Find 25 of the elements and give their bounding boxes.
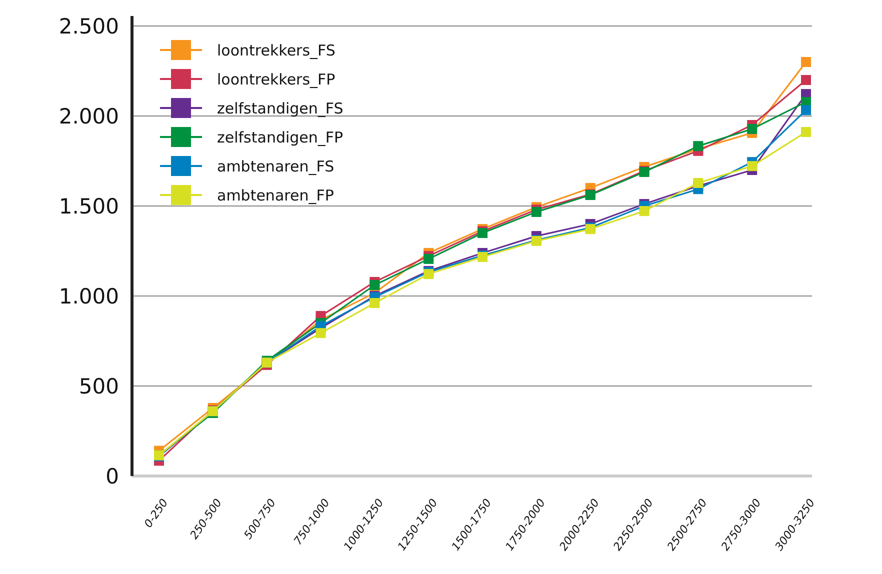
point	[801, 57, 811, 67]
point	[747, 161, 758, 172]
legend-label: loontrekkers_FS	[217, 41, 336, 60]
point	[801, 127, 811, 138]
y-tick-label: 1.500	[58, 194, 119, 218]
point	[639, 206, 650, 216]
legend-label: loontrekkers_FP	[217, 70, 336, 88]
point	[370, 280, 380, 290]
point	[316, 328, 326, 338]
y-tick-label: 500	[78, 374, 119, 398]
point	[801, 105, 811, 116]
legend-label: zelfstandigen_FP	[217, 128, 344, 146]
legend-label: ambtenaren_FP	[217, 186, 334, 204]
point	[424, 254, 434, 264]
point	[747, 124, 758, 134]
point	[693, 178, 704, 188]
point	[370, 298, 380, 308]
legend-label: ambtenaren_FS	[217, 157, 334, 176]
point	[693, 141, 704, 152]
legend-label: zelfstandigen_FS	[217, 99, 344, 118]
y-tick-label: 0	[106, 464, 119, 488]
y-tick-label: 2.000	[58, 104, 119, 128]
point	[801, 75, 811, 85]
y-tick-label: 1.000	[58, 284, 119, 308]
y-tick-label: 2.500	[58, 14, 119, 38]
